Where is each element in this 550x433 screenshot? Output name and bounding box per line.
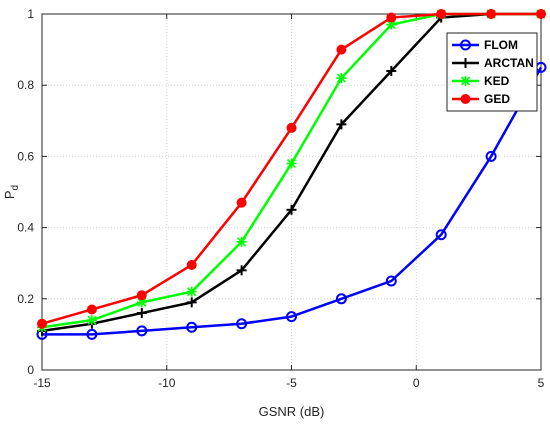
marker-circle xyxy=(286,311,297,323)
data-point-ked xyxy=(286,158,297,169)
data-point-ged xyxy=(386,12,397,23)
marker-filled-circle xyxy=(436,9,447,19)
marker-star-d2 xyxy=(460,76,471,86)
marker-circle xyxy=(86,328,98,340)
marker-circle xyxy=(136,325,148,337)
data-point-arctan xyxy=(386,65,397,76)
legend-item-flom: FLOM xyxy=(452,38,518,52)
marker-circle xyxy=(385,275,397,287)
data-point-ked xyxy=(86,315,97,326)
data-point-flom xyxy=(186,321,198,333)
data-point-arctan xyxy=(286,204,297,215)
data-point-ged xyxy=(336,44,347,55)
legend: FLOM ARCTAN KED GED xyxy=(446,32,538,112)
marker-filled-circle xyxy=(86,304,97,315)
data-point-ged xyxy=(536,9,546,19)
y-axis-label-subscript: d xyxy=(10,185,21,191)
marker-filled-circle xyxy=(486,9,497,19)
legend-label: KED xyxy=(484,74,510,88)
marker-filled-circle xyxy=(37,318,47,329)
marker-star-d2 xyxy=(137,297,147,307)
y-tick-label: 0.8 xyxy=(17,78,34,92)
x-tick-label: -10 xyxy=(158,376,176,390)
data-point-ged xyxy=(286,122,297,133)
y-tick-label: 0 xyxy=(27,363,34,377)
marker-star-d2 xyxy=(386,20,396,30)
data-point-flom xyxy=(286,311,297,323)
data-point-flom xyxy=(86,328,98,340)
marker-star-d2 xyxy=(286,158,297,169)
data-point-flom xyxy=(236,318,248,330)
y-tick-label: 0.2 xyxy=(17,292,34,306)
y-tick-label: 0.4 xyxy=(17,221,34,235)
series-layer xyxy=(36,9,547,340)
marker-circle xyxy=(335,293,347,305)
data-point-flom xyxy=(136,325,148,337)
marker-filled-circle xyxy=(386,12,397,23)
data-point-ked xyxy=(386,19,397,30)
marker-filled-circle xyxy=(236,197,247,208)
legend-item-arctan: ARCTAN xyxy=(452,56,534,70)
marker-filled-circle xyxy=(286,122,297,133)
marker-circle xyxy=(236,318,248,330)
data-point-flom xyxy=(485,150,497,162)
data-point-ged xyxy=(186,259,197,270)
marker-star-d2 xyxy=(87,315,97,325)
data-point-ged xyxy=(136,290,147,301)
y-axis-label-main: P xyxy=(2,190,17,199)
data-point-ged xyxy=(37,318,47,329)
data-point-arctan xyxy=(136,308,147,319)
legend-item-ged: GED xyxy=(452,92,510,106)
marker-circle xyxy=(186,321,198,333)
legend-label: ARCTAN xyxy=(484,56,534,70)
axis-ticks: -15 -10 -5 0 5 0 0.2 0.4 0.6 0.8 1 xyxy=(17,7,544,390)
data-point-ged xyxy=(236,197,247,208)
legend-marker xyxy=(460,94,471,104)
x-axis-label: GSNR (dB) xyxy=(259,404,325,419)
marker-star-d2 xyxy=(336,73,346,83)
series-line-flom xyxy=(42,66,543,336)
legend-label: FLOM xyxy=(484,38,518,52)
marker-filled-circle xyxy=(336,44,347,55)
data-point-ked xyxy=(186,286,197,297)
legend-marker xyxy=(460,39,471,51)
data-point-arctan xyxy=(186,297,197,308)
data-point-ked xyxy=(236,236,247,247)
data-point-ked xyxy=(336,73,347,84)
marker-circle xyxy=(460,39,471,51)
legend-marker xyxy=(460,76,471,86)
data-point-flom xyxy=(435,229,447,241)
legend-item-ked: KED xyxy=(452,74,510,88)
x-tick-label: 0 xyxy=(413,376,420,390)
data-point-flom xyxy=(335,293,347,305)
marker-circle xyxy=(485,150,497,162)
marker-filled-circle xyxy=(186,259,197,270)
series-ged xyxy=(37,9,546,329)
legend-marker xyxy=(460,58,471,68)
marker-filled-circle xyxy=(460,94,471,104)
data-point-ged xyxy=(486,9,497,19)
marker-star-d2 xyxy=(187,287,197,297)
y-tick-label: 0.6 xyxy=(17,149,34,163)
data-point-flom xyxy=(385,275,397,287)
x-tick-label: 5 xyxy=(538,376,545,390)
marker-filled-circle xyxy=(536,9,546,19)
data-point-arctan xyxy=(236,265,247,276)
marker-star-d2 xyxy=(237,237,247,247)
marker-circle xyxy=(435,229,447,241)
data-point-ged xyxy=(86,304,97,315)
x-tick-label: -5 xyxy=(286,376,297,390)
x-tick-label: -15 xyxy=(33,376,51,390)
legend-label: GED xyxy=(484,92,510,106)
data-point-arctan xyxy=(336,119,347,130)
y-tick-label: 1 xyxy=(27,7,34,21)
marker-filled-circle xyxy=(136,290,147,301)
y-axis-label: Pd xyxy=(2,185,21,199)
data-point-ged xyxy=(436,9,447,19)
